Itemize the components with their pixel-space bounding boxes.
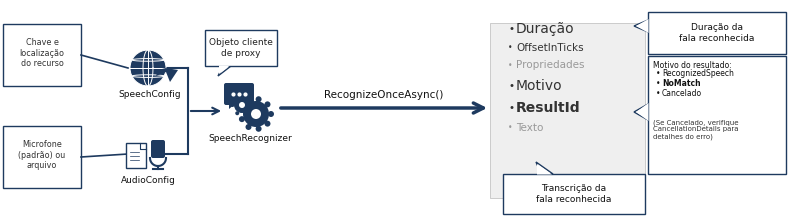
Polygon shape (636, 103, 649, 121)
Text: Chave e
localização
do recurso: Chave e localização do recurso (20, 38, 65, 68)
Polygon shape (229, 103, 236, 109)
Text: Microfone
(padrão) ou
arquivo: Microfone (padrão) ou arquivo (18, 140, 66, 170)
Text: •: • (508, 81, 514, 91)
Text: Objeto cliente
de proxy: Objeto cliente de proxy (209, 38, 273, 58)
Circle shape (246, 124, 251, 130)
Text: Duração da
fala reconhecida: Duração da fala reconhecida (679, 23, 754, 43)
Circle shape (239, 106, 245, 112)
FancyBboxPatch shape (151, 140, 165, 158)
Text: Motivo: Motivo (516, 79, 562, 93)
Text: (Se Cancelado, verifique
CancellationDetails para
detalhes do erro): (Se Cancelado, verifique CancellationDet… (653, 119, 739, 140)
FancyBboxPatch shape (3, 24, 81, 86)
FancyBboxPatch shape (224, 83, 254, 105)
Circle shape (239, 102, 245, 108)
Text: AudioConfig: AudioConfig (121, 176, 175, 185)
Text: •: • (508, 24, 514, 34)
Text: RecognizedSpeech: RecognizedSpeech (662, 70, 734, 78)
Text: •: • (508, 60, 513, 70)
Circle shape (265, 101, 270, 107)
Polygon shape (218, 66, 231, 76)
Polygon shape (156, 68, 178, 82)
Circle shape (243, 101, 269, 127)
FancyBboxPatch shape (490, 23, 645, 198)
Text: ResultId: ResultId (516, 101, 581, 115)
Circle shape (245, 95, 249, 99)
Text: •: • (656, 89, 660, 98)
Circle shape (256, 126, 261, 132)
FancyBboxPatch shape (205, 30, 277, 66)
Polygon shape (219, 65, 230, 74)
Polygon shape (634, 104, 648, 120)
Polygon shape (536, 162, 553, 174)
Circle shape (250, 103, 254, 107)
Text: •: • (656, 70, 660, 78)
Circle shape (234, 97, 250, 113)
Circle shape (239, 116, 245, 122)
FancyBboxPatch shape (503, 174, 645, 214)
Text: Propriedades: Propriedades (516, 60, 585, 70)
FancyBboxPatch shape (3, 126, 81, 188)
Text: SpeechConfig: SpeechConfig (118, 90, 182, 99)
Circle shape (235, 95, 239, 99)
Text: Texto: Texto (516, 123, 544, 133)
Circle shape (251, 109, 261, 119)
Text: •: • (508, 43, 513, 52)
Text: NoMatch: NoMatch (662, 79, 701, 89)
Circle shape (235, 111, 239, 115)
Circle shape (265, 121, 270, 127)
Circle shape (256, 96, 261, 102)
FancyBboxPatch shape (126, 143, 146, 168)
Text: Transcrição da
fala reconhecida: Transcrição da fala reconhecida (536, 184, 611, 204)
Circle shape (245, 111, 249, 115)
Text: Duração: Duração (516, 22, 574, 36)
Circle shape (231, 103, 235, 107)
Text: •: • (656, 79, 660, 89)
Text: RecognizeOnceAsync(): RecognizeOnceAsync() (325, 90, 444, 100)
FancyBboxPatch shape (648, 56, 786, 174)
Text: Cancelado: Cancelado (662, 89, 702, 98)
Polygon shape (636, 19, 649, 33)
Circle shape (130, 50, 166, 86)
FancyBboxPatch shape (648, 12, 786, 54)
Text: •: • (508, 103, 514, 113)
Text: OffsetInTicks: OffsetInTicks (516, 43, 584, 53)
Text: SpeechRecognizer: SpeechRecognizer (208, 134, 292, 143)
Circle shape (268, 111, 274, 117)
Text: Motivo do resultado:: Motivo do resultado: (653, 61, 732, 70)
Text: •: • (508, 124, 513, 132)
Polygon shape (537, 164, 552, 175)
Polygon shape (634, 20, 648, 32)
Circle shape (246, 98, 251, 104)
